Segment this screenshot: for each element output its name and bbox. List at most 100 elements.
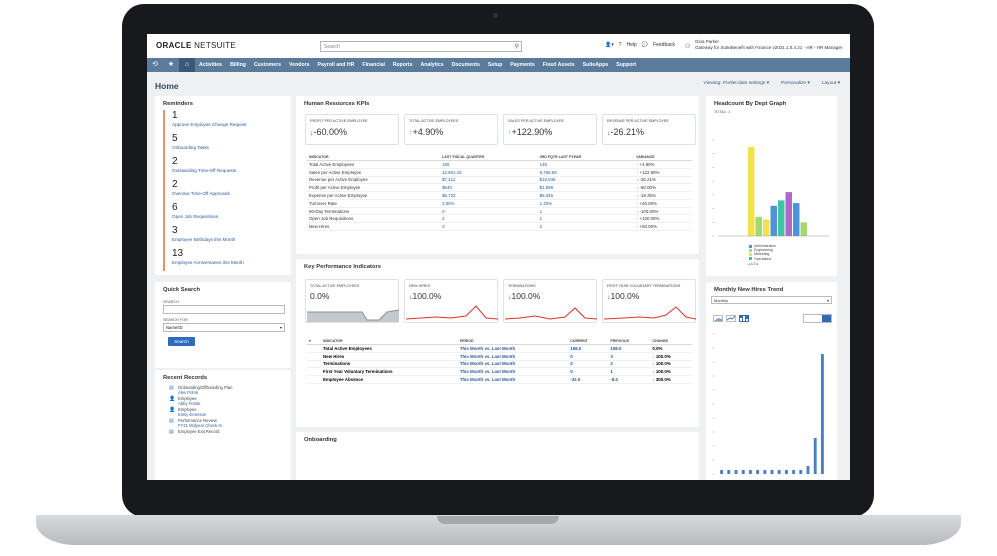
legend-item[interactable]: Operations [749, 257, 776, 261]
recent-record-name[interactable]: Alex Pohm [178, 390, 199, 395]
last-quarter-cell[interactable]: 155 [440, 160, 538, 169]
recent-record-item[interactable]: ▤ Employee Exit Record [169, 429, 291, 435]
new-hires-bar[interactable] [806, 466, 810, 474]
star-icon[interactable]: ★ [167, 61, 175, 68]
new-hires-bar[interactable] [820, 354, 824, 474]
kpi-box-sales[interactable]: SALES PER ACTIVE EMPLOYEE ↑+122.90% [503, 114, 597, 145]
reminder-label[interactable]: Employee Birthdays this Month [172, 237, 236, 242]
new-hires-bar[interactable] [784, 470, 788, 474]
area-chart-icon[interactable] [713, 315, 723, 322]
headcount-bar[interactable] [793, 203, 800, 236]
nav-item-setup[interactable]: Setup [487, 62, 503, 68]
legend-item[interactable]: Marketing [749, 252, 776, 256]
new-hires-bar[interactable] [756, 470, 760, 474]
recent-record-item[interactable]: 👤 Employee Abby Foster [169, 396, 291, 406]
recent-record-name[interactable]: Emily Emerson [178, 412, 207, 417]
last-quarter-cell[interactable]: 3 [440, 222, 538, 232]
reminder-item[interactable]: 3 Employee Birthdays this Month [163, 225, 291, 248]
period-cell[interactable]: This Month vs. Last Month [457, 367, 569, 377]
reminder-label[interactable]: Open Job Requisitions [172, 214, 219, 219]
reminder-label[interactable]: Outstanding Time-Off Requests [172, 168, 237, 173]
prev-year-cell[interactable]: $10,045 [537, 176, 635, 185]
user-avatar-icon[interactable]: ⚇ [685, 44, 691, 50]
current-cell[interactable]: 158.0 [568, 344, 609, 353]
global-search-input[interactable]: Search ⚲ [320, 41, 522, 52]
last-quarter-cell[interactable]: $7,412 [440, 176, 538, 185]
reminder-item[interactable]: 13 Employee Anniversaries this Month [163, 248, 291, 271]
kpi-box-active-employees[interactable]: TOTAL ACTIVE EMPLOYEES ↑+4.90% [404, 114, 498, 145]
legend-item[interactable]: Administration [749, 244, 776, 248]
previous-cell[interactable]: 3 [608, 352, 651, 361]
headcount-bar[interactable] [785, 192, 793, 236]
legend-pager[interactable]: ◂ 1/2 ▸ [748, 262, 759, 266]
new-hires-bar[interactable] [741, 470, 745, 474]
kpi-box-revenue[interactable]: REVENUE PER ACTIVE EMPLOYEE ↓-26.21% [602, 114, 696, 145]
last-quarter-cell[interactable]: 2 [440, 214, 538, 224]
last-quarter-cell[interactable]: 0 [440, 207, 538, 216]
period-cell[interactable]: This Month vs. Last Month [457, 360, 569, 369]
nav-item-suiteapps[interactable]: SuiteApps [582, 62, 609, 68]
new-hires-bar[interactable] [799, 470, 803, 474]
bar-chart-icon[interactable] [739, 315, 749, 322]
previous-cell[interactable]: -8.0 [608, 375, 651, 384]
help-icon[interactable]: ? [618, 42, 622, 48]
prev-year-cell[interactable]: $1,599 [537, 183, 635, 193]
recent-record-item[interactable]: ▤ Onboarding/Offboarding Plan Alex Pohm [169, 385, 291, 395]
range-handle[interactable] [822, 315, 831, 322]
current-cell[interactable]: 0 [568, 360, 609, 369]
nav-item-financial[interactable]: Financial [362, 62, 385, 68]
new-hires-bar[interactable] [748, 470, 752, 474]
nav-item-customers[interactable]: Customers [253, 62, 282, 68]
new-hires-chart[interactable] [710, 328, 833, 478]
reminder-item[interactable]: 2 Overdue Time-Off Approvals [163, 179, 291, 202]
period-select[interactable]: Monthly ▾ [711, 296, 832, 304]
recent-record-name[interactable]: Abby Foster [178, 401, 201, 406]
prev-year-cell[interactable]: 1 [537, 214, 635, 224]
line-chart-icon[interactable] [726, 315, 736, 322]
previous-cell[interactable]: 158.0 [608, 344, 651, 353]
search-button[interactable]: Search [168, 337, 195, 346]
reminder-item[interactable]: 5 Onboarding Tasks [163, 133, 291, 156]
reminder-item[interactable]: 2 Outstanding Time-Off Requests [163, 156, 291, 179]
nav-item-reports[interactable]: Reports [392, 62, 413, 68]
nav-item-payments[interactable]: Payments [510, 62, 535, 68]
new-hires-bar[interactable] [792, 470, 796, 474]
current-cell[interactable]: 0 [568, 352, 609, 361]
nav-item-support[interactable]: Support [616, 62, 637, 68]
recent-record-name[interactable]: FY21 Midyear Check-In [178, 423, 222, 428]
new-hires-bar[interactable] [770, 470, 774, 474]
user-menu[interactable]: Gina Parker Gateway for SuiteBenefit wit… [695, 39, 842, 51]
last-quarter-cell[interactable]: $640 [440, 183, 538, 193]
reminder-label[interactable]: Overdue Time-Off Approvals [172, 191, 230, 196]
prev-year-cell[interactable]: 2 [537, 222, 635, 232]
nav-item-analytics[interactable]: Analytics [420, 62, 444, 68]
new-hires-bar[interactable] [763, 470, 767, 474]
expand-column[interactable]: ▾ [307, 337, 321, 345]
reminder-label[interactable]: Onboarding Tasks [172, 145, 209, 150]
period-cell[interactable]: This Month vs. Last Month [457, 344, 569, 353]
new-hires-bar[interactable] [777, 470, 781, 474]
range-navigator[interactable] [803, 314, 832, 323]
last-quarter-cell[interactable]: $6,722 [440, 191, 538, 200]
reminder-label[interactable]: Approve Employee Change Request [172, 122, 247, 127]
new-hires-bar[interactable] [720, 470, 724, 474]
prev-year-cell[interactable]: 5,768.59 [537, 168, 635, 177]
period-cell[interactable]: This Month vs. Last Month [457, 352, 569, 361]
reminder-item[interactable]: 6 Open Job Requisitions [163, 202, 291, 225]
prev-year-cell[interactable]: 1 [537, 207, 635, 216]
headcount-chart[interactable] [710, 136, 833, 242]
previous-cell[interactable]: 2 [608, 360, 651, 369]
legend-item[interactable]: Engineering [749, 248, 776, 252]
previous-cell[interactable]: 1 [608, 367, 651, 377]
headcount-bar[interactable] [748, 146, 755, 236]
period-cell[interactable]: This Month vs. Last Month [457, 375, 569, 384]
prev-year-cell[interactable]: $8,346 [537, 191, 635, 200]
headcount-bar[interactable] [755, 216, 763, 236]
help-link[interactable]: Help [626, 42, 637, 48]
layout-dropdown[interactable]: Layout ▾ [821, 81, 840, 86]
search-icon[interactable]: ⚲ [514, 44, 519, 50]
reminder-label[interactable]: Employee Anniversaries this Month [172, 260, 244, 265]
oracle-netsuite-logo[interactable]: ORACLE NETSUITE [156, 41, 236, 50]
prev-year-cell[interactable]: 145 [537, 160, 635, 169]
headcount-bar[interactable] [778, 200, 785, 236]
